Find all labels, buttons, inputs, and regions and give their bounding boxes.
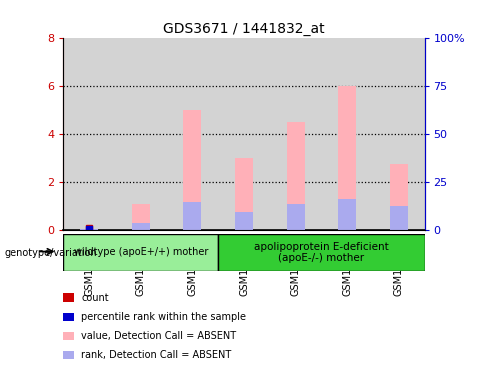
Bar — [115, 38, 166, 230]
Bar — [166, 38, 218, 230]
Bar — [63, 38, 115, 230]
Bar — [63, 234, 218, 271]
Bar — [132, 223, 150, 230]
Text: wildtype (apoE+/+) mother: wildtype (apoE+/+) mother — [74, 247, 208, 258]
Bar — [390, 164, 408, 230]
Text: genotype/variation: genotype/variation — [5, 248, 98, 258]
Bar — [183, 202, 202, 230]
Bar — [183, 111, 202, 230]
Bar — [286, 122, 305, 230]
Bar — [218, 38, 270, 230]
Bar — [338, 86, 356, 230]
Bar — [235, 212, 253, 230]
Text: apolipoprotein E-deficient
(apoE-/-) mother: apolipoprotein E-deficient (apoE-/-) mot… — [254, 242, 389, 263]
Text: count: count — [81, 293, 109, 303]
Bar — [270, 38, 322, 230]
Bar — [390, 207, 408, 230]
Bar — [80, 229, 98, 230]
Bar — [132, 204, 150, 230]
Bar — [80, 229, 98, 230]
Bar — [322, 38, 373, 230]
Bar — [218, 234, 425, 271]
Text: rank, Detection Call = ABSENT: rank, Detection Call = ABSENT — [81, 350, 232, 360]
Text: percentile rank within the sample: percentile rank within the sample — [81, 312, 246, 322]
Bar — [235, 158, 253, 230]
Bar — [338, 199, 356, 230]
Bar — [286, 204, 305, 230]
Text: value, Detection Call = ABSENT: value, Detection Call = ABSENT — [81, 331, 237, 341]
Bar — [373, 38, 425, 230]
Title: GDS3671 / 1441832_at: GDS3671 / 1441832_at — [163, 22, 325, 36]
